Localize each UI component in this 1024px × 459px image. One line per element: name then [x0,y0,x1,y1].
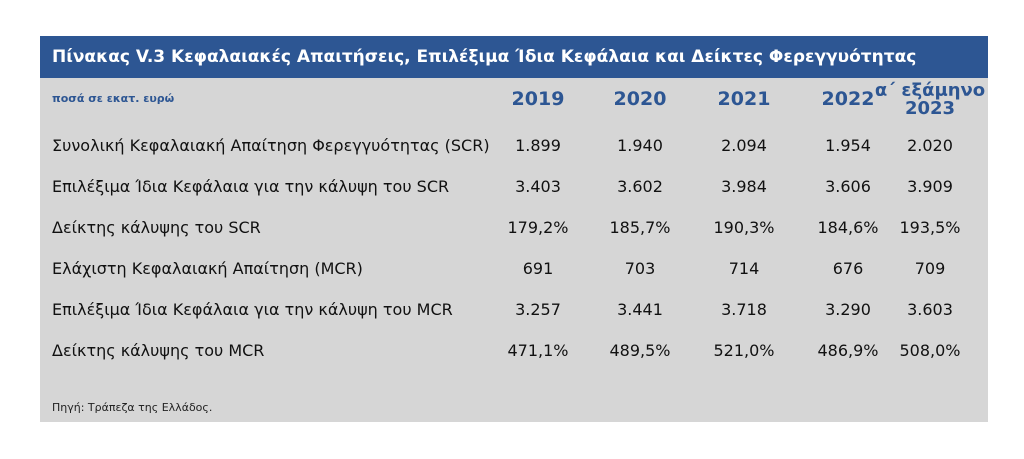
column-header-h1-2023: α΄ εξάμηνο 2023 [872,82,988,118]
table-cell: 3.257 [515,300,561,319]
row-label: Επιλέξιμα Ίδια Κεφάλαια για την κάλυψη τ… [52,177,450,196]
row-label: Δείκτης κάλυψης του SCR [52,218,261,237]
row-label: Ελάχιστη Κεφαλαιακή Απαίτηση (MCR) [52,259,363,278]
row-label: Επιλέξιμα Ίδια Κεφάλαια για την κάλυψη τ… [52,300,453,319]
column-header-2019: 2019 [511,88,565,110]
table-cell: 691 [522,259,554,278]
table-cell: 508,0% [899,341,961,360]
table-cell: 714 [728,259,760,278]
table-cell: 184,6% [817,218,879,237]
table-header-row: ποσά σε εκατ. ευρώ 2019 2020 2021 2022 α… [40,78,988,128]
table-cell: 521,0% [713,341,775,360]
table-cell: 703 [624,259,656,278]
table-cell: 193,5% [899,218,961,237]
table-row-mcr-ratio: Δείκτης κάλυψης του MCR 471,1% 489,5% 52… [40,333,988,374]
table-cell: 3.290 [825,300,871,319]
row-label: Δείκτης κάλυψης του MCR [52,341,265,360]
column-header-2022: 2022 [821,88,875,110]
table-cell: 489,5% [609,341,671,360]
table-cell: 185,7% [609,218,671,237]
source-note: Πηγή: Τράπεζα της Ελλάδος. [52,401,213,414]
table-row-scr-ratio: Δείκτης κάλυψης του SCR 179,2% 185,7% 19… [40,210,988,251]
table-cell: 676 [832,259,864,278]
table-cell: 3.603 [907,300,953,319]
solvency-table: Πίνακας V.3 Κεφαλαιακές Απαιτήσεις, Επιλ… [40,36,988,422]
column-header-2021: 2021 [717,88,771,110]
table-row-own-funds-mcr: Επιλέξιμα Ίδια Κεφάλαια για την κάλυψη τ… [40,292,988,333]
table-row-scr: Συνολική Κεφαλαιακή Απαίτηση Φερεγγυότητ… [40,128,988,169]
column-header-h1-2023-line1: α΄ εξάμηνο [874,80,986,101]
row-label: Συνολική Κεφαλαιακή Απαίτηση Φερεγγυότητ… [52,136,490,155]
table-row-mcr: Ελάχιστη Κεφαλαιακή Απαίτηση (MCR) 691 7… [40,251,988,292]
table-cell: 1.940 [617,136,663,155]
table-row-own-funds-scr: Επιλέξιμα Ίδια Κεφάλαια για την κάλυψη τ… [40,169,988,210]
table-cell: 3.403 [515,177,561,196]
table-title: Πίνακας V.3 Κεφαλαιακές Απαιτήσεις, Επιλ… [40,36,988,78]
column-header-2020: 2020 [613,88,667,110]
table-cell: 3.984 [721,177,767,196]
table-cell: 3.606 [825,177,871,196]
table-cell: 3.602 [617,177,663,196]
table-cell: 1.954 [825,136,871,155]
units-label: ποσά σε εκατ. ευρώ [52,92,175,105]
table-cell: 3.909 [907,177,953,196]
column-header-h1-2023-line2: 2023 [904,98,956,119]
table-cell: 179,2% [507,218,569,237]
table-cell: 3.718 [721,300,767,319]
table-cell: 1.899 [515,136,561,155]
table-cell: 471,1% [507,341,569,360]
table-cell: 2.094 [721,136,767,155]
table-cell: 709 [914,259,946,278]
table-cell: 190,3% [713,218,775,237]
table-cell: 486,9% [817,341,879,360]
table-cell: 2.020 [907,136,953,155]
table-cell: 3.441 [617,300,663,319]
